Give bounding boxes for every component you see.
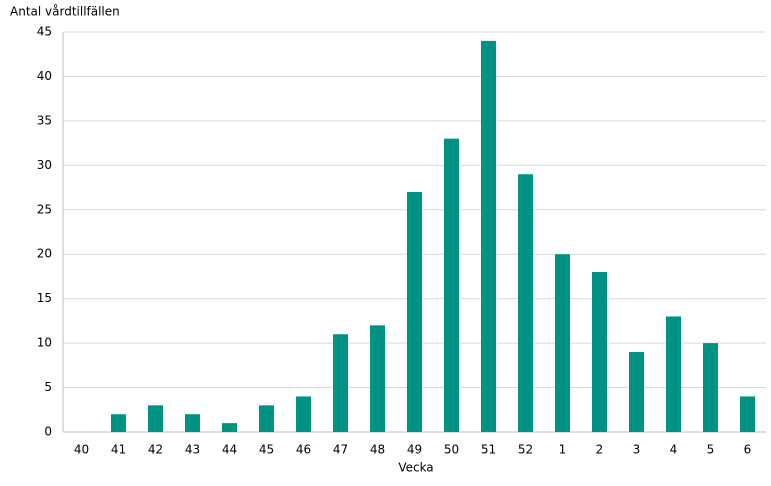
y-tick-label: 5 — [44, 380, 52, 394]
x-tick-label: 46 — [296, 443, 311, 457]
x-tick-label: 44 — [222, 443, 237, 457]
x-tick-label: 41 — [111, 443, 126, 457]
x-tick-label: 49 — [407, 443, 422, 457]
x-tick-label: 42 — [148, 443, 163, 457]
x-tick-label: 6 — [744, 443, 752, 457]
y-tick-label: 15 — [37, 291, 52, 305]
y-tick-label: 35 — [37, 113, 52, 127]
x-tick-label: 48 — [370, 443, 385, 457]
bar — [185, 414, 200, 432]
x-tick-label: 3 — [633, 443, 641, 457]
bar — [148, 405, 163, 432]
bar — [296, 396, 311, 432]
x-tick-label: 2 — [596, 443, 604, 457]
y-tick-label: 30 — [37, 158, 52, 172]
bar — [370, 325, 385, 432]
bar — [444, 138, 459, 432]
bar — [666, 316, 681, 432]
bar — [740, 396, 755, 432]
x-tick-label: 52 — [518, 443, 533, 457]
y-tick-label: 0 — [44, 425, 52, 439]
bar — [259, 405, 274, 432]
bar — [222, 423, 237, 432]
bar — [333, 334, 348, 432]
x-tick-label: 5 — [707, 443, 715, 457]
y-axis-label: Antal vårdtillfällen — [10, 5, 120, 19]
x-tick-label: 4 — [670, 443, 678, 457]
bar — [555, 254, 570, 432]
x-tick-label: 43 — [185, 443, 200, 457]
bar — [592, 272, 607, 432]
y-tick-label: 20 — [37, 247, 52, 261]
bar — [481, 40, 496, 433]
x-tick-label: 50 — [444, 443, 459, 457]
x-tick-label: 1 — [559, 443, 567, 457]
x-tick-label: 45 — [259, 443, 274, 457]
bar — [407, 192, 422, 432]
x-tick-label: 40 — [74, 443, 89, 457]
bar — [629, 352, 644, 432]
y-tick-label: 25 — [37, 202, 52, 216]
bar — [703, 343, 718, 432]
y-tick-label: 40 — [37, 69, 52, 83]
x-tick-label: 51 — [481, 443, 496, 457]
x-axis-label: Vecka — [398, 461, 433, 475]
y-tick-label: 10 — [37, 336, 52, 350]
bar — [518, 174, 533, 432]
x-tick-label: 47 — [333, 443, 348, 457]
bar — [111, 414, 126, 432]
y-tick-label: 45 — [37, 25, 52, 39]
